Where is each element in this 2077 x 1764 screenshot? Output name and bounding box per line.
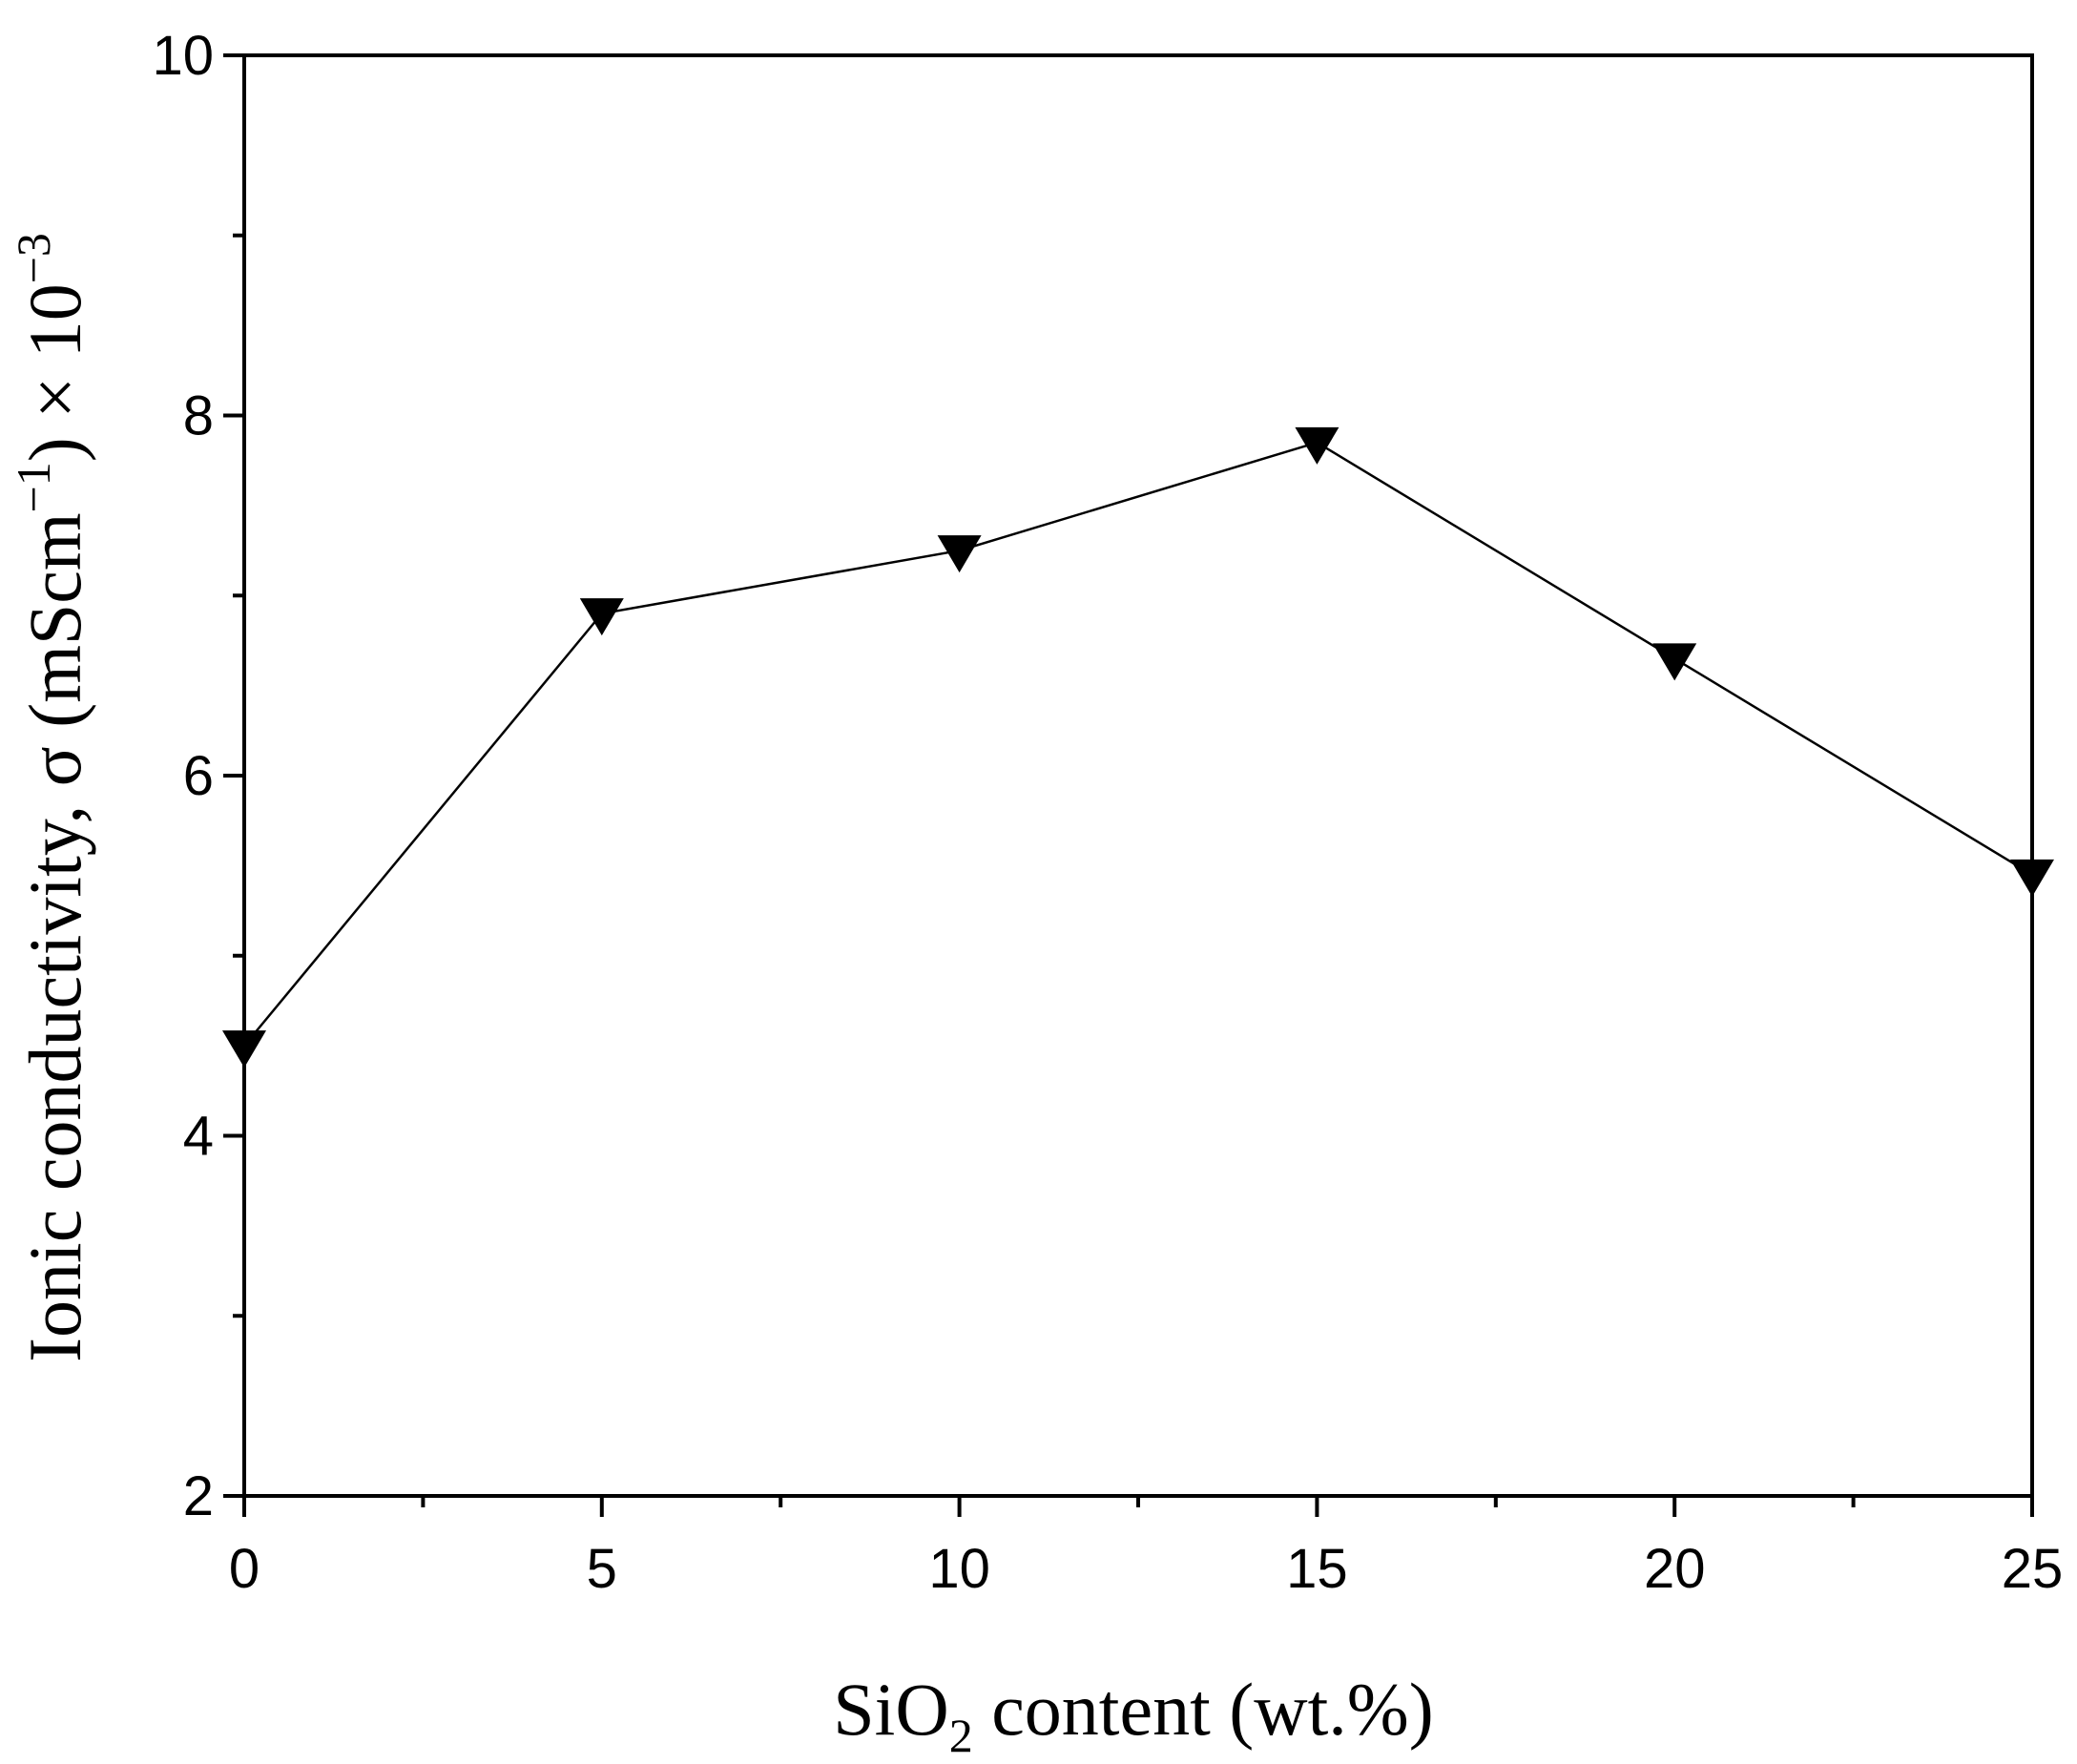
y-tick-label: 4: [183, 1106, 214, 1168]
y-axis-title-unit-exponent: −1: [7, 462, 60, 512]
x-axis-title-subscript: 2: [949, 1709, 973, 1762]
major-ticks: [223, 53, 2034, 1517]
x-axis-title: SiO2 content (wt.%): [833, 1668, 1433, 1762]
minor-ticks: [233, 233, 1856, 1507]
x-tick-labels: 0 5 10 15 20 25: [229, 1538, 2063, 1600]
x-axis-title-prefix: SiO: [833, 1668, 948, 1751]
y-tick-label: 2: [183, 1465, 214, 1527]
y-tick-label: 10: [152, 25, 214, 87]
x-tick-label: 5: [587, 1538, 617, 1600]
x-tick-label: 0: [229, 1538, 260, 1600]
x-tick-label: 10: [928, 1538, 990, 1600]
series-line: [243, 441, 2033, 1047]
y-tick-labels: 2 4 6 8 10: [152, 25, 214, 1527]
plot-frame: [242, 53, 2034, 1498]
x-axis-title-suffix: content (wt.%): [973, 1668, 1434, 1751]
data-point: [579, 598, 624, 636]
data-point: [937, 535, 982, 573]
y-axis-title-text: Ionic conductivity, σ (mScm: [13, 512, 96, 1362]
x-tick-label: 25: [2002, 1538, 2064, 1600]
data-point: [2010, 859, 2054, 897]
x-tick-label: 20: [1644, 1538, 1706, 1600]
y-tick-label: 6: [183, 745, 214, 807]
x-tick-label: 15: [1286, 1538, 1348, 1600]
data-point: [1295, 426, 1340, 465]
data-point: [1652, 643, 1697, 681]
series-group: [222, 426, 2054, 1069]
y-tick-label: 8: [183, 385, 214, 447]
y-axis-title-multiplier: ) × 10: [13, 283, 96, 462]
data-point: [222, 1030, 266, 1069]
y-axis-title: Ionic conductivity, σ (mScm−1) × 10−3: [7, 233, 96, 1362]
y-axis-title-multiplier-exponent: −3: [7, 233, 60, 283]
